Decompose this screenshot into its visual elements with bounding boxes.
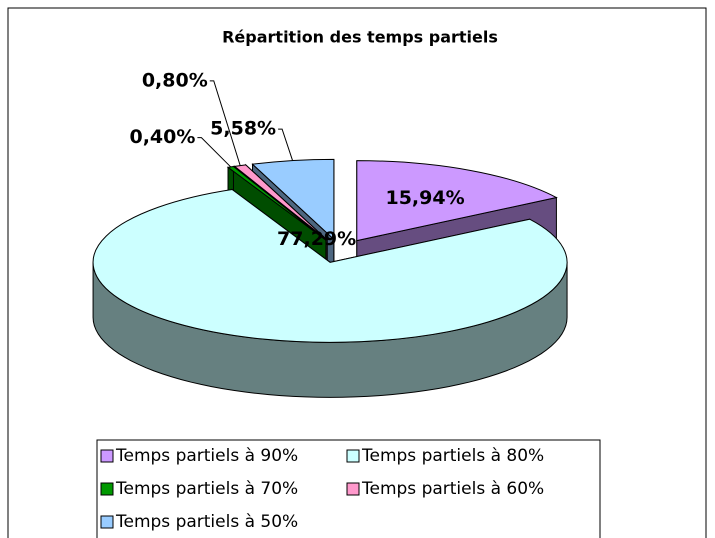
legend-frame <box>96 439 601 538</box>
legend-label: Temps partiels à 80% <box>361 446 544 466</box>
chart-title: Répartition des temps partiels <box>222 28 498 47</box>
legend-swatch <box>100 515 114 529</box>
legend-swatch <box>346 449 360 463</box>
legend-swatch <box>100 449 114 463</box>
slice <box>251 158 335 241</box>
legend-swatch <box>346 482 360 496</box>
leader-line <box>209 80 241 166</box>
legend-label: Temps partiels à 90% <box>115 446 298 466</box>
legend-label: Temps partiels à 70% <box>115 479 298 499</box>
chart-frame <box>7 7 707 538</box>
legend-label: Temps partiels à 50% <box>115 512 298 532</box>
legend-label: Temps partiels à 60% <box>361 479 544 499</box>
data-label: 15,94% <box>385 187 464 209</box>
data-label: 0,80% <box>142 69 208 91</box>
slice <box>92 188 568 343</box>
slice <box>356 160 558 242</box>
data-label: 0,40% <box>129 126 195 148</box>
leader-line <box>278 128 294 161</box>
data-label: 5,58% <box>210 118 276 140</box>
legend-swatch <box>100 482 114 496</box>
data-label: 77,29% <box>277 228 356 250</box>
leader-line <box>197 137 232 168</box>
